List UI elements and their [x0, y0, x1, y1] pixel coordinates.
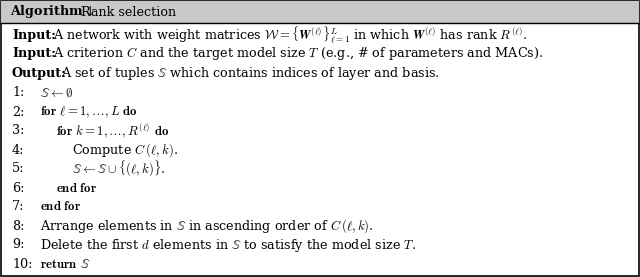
Text: $\mathbf{end\ for}$: $\mathbf{end\ for}$ — [56, 181, 97, 194]
Text: Output:: Output: — [12, 66, 67, 79]
Text: 2:: 2: — [12, 106, 24, 119]
Text: 8:: 8: — [12, 219, 24, 232]
Text: $\mathbf{for}$ $\ell = 1, \ldots, L$ $\mathbf{do}$: $\mathbf{for}$ $\ell = 1, \ldots, L$ $\m… — [40, 104, 138, 120]
Text: 10:: 10: — [12, 258, 33, 271]
Text: 9:: 9: — [12, 238, 24, 252]
Text: Rank selection: Rank selection — [81, 6, 176, 19]
Text: $\mathbf{for}$ $k = 1, \ldots, R^{(\ell)}$ $\mathbf{do}$: $\mathbf{for}$ $k = 1, \ldots, R^{(\ell)… — [56, 122, 169, 140]
Text: 6:: 6: — [12, 181, 24, 194]
Text: A criterion $C$ and the target model size $T$ (e.g., # of parameters and MACs).: A criterion $C$ and the target model siz… — [45, 45, 543, 63]
Text: 3:: 3: — [12, 124, 24, 137]
Text: 1:: 1: — [12, 86, 24, 99]
Text: Compute $C\,(\ell, k)$.: Compute $C\,(\ell, k)$. — [72, 141, 178, 159]
Text: $\mathbb{S} \leftarrow \emptyset$: $\mathbb{S} \leftarrow \emptyset$ — [40, 86, 73, 99]
Text: $\mathbf{end\ for}$: $\mathbf{end\ for}$ — [40, 201, 81, 214]
Text: 5:: 5: — [12, 163, 24, 176]
Text: Delete the first $d$ elements in $\mathbb{S}$ to satisfy the model size $T$.: Delete the first $d$ elements in $\mathb… — [40, 237, 416, 253]
Text: 4:: 4: — [12, 143, 24, 157]
Text: A network with weight matrices $\mathcal{W} = \{\boldsymbol{W}^{(\ell)}\}_{\ell=: A network with weight matrices $\mathcal… — [45, 24, 527, 45]
Text: Input:: Input: — [12, 29, 56, 42]
Text: 7:: 7: — [12, 201, 24, 214]
Text: $\mathbb{S} \leftarrow \mathbb{S} \cup \{(\ell, k)\}$.: $\mathbb{S} \leftarrow \mathbb{S} \cup \… — [72, 159, 166, 179]
Text: Input:: Input: — [12, 47, 56, 60]
Text: $\mathbf{return}$ $\mathbb{S}$: $\mathbf{return}$ $\mathbb{S}$ — [40, 258, 90, 271]
Text: Arrange elements in $\mathbb{S}$ in ascending order of $C\,(\ell, k)$.: Arrange elements in $\mathbb{S}$ in asce… — [40, 217, 374, 235]
Text: Algorithm $\mathbf{1}$: Algorithm $\mathbf{1}$ — [10, 4, 94, 20]
Text: A set of tuples $\mathbb{S}$ which contains indices of layer and basis.: A set of tuples $\mathbb{S}$ which conta… — [53, 65, 440, 81]
Bar — [1, 1, 639, 23]
